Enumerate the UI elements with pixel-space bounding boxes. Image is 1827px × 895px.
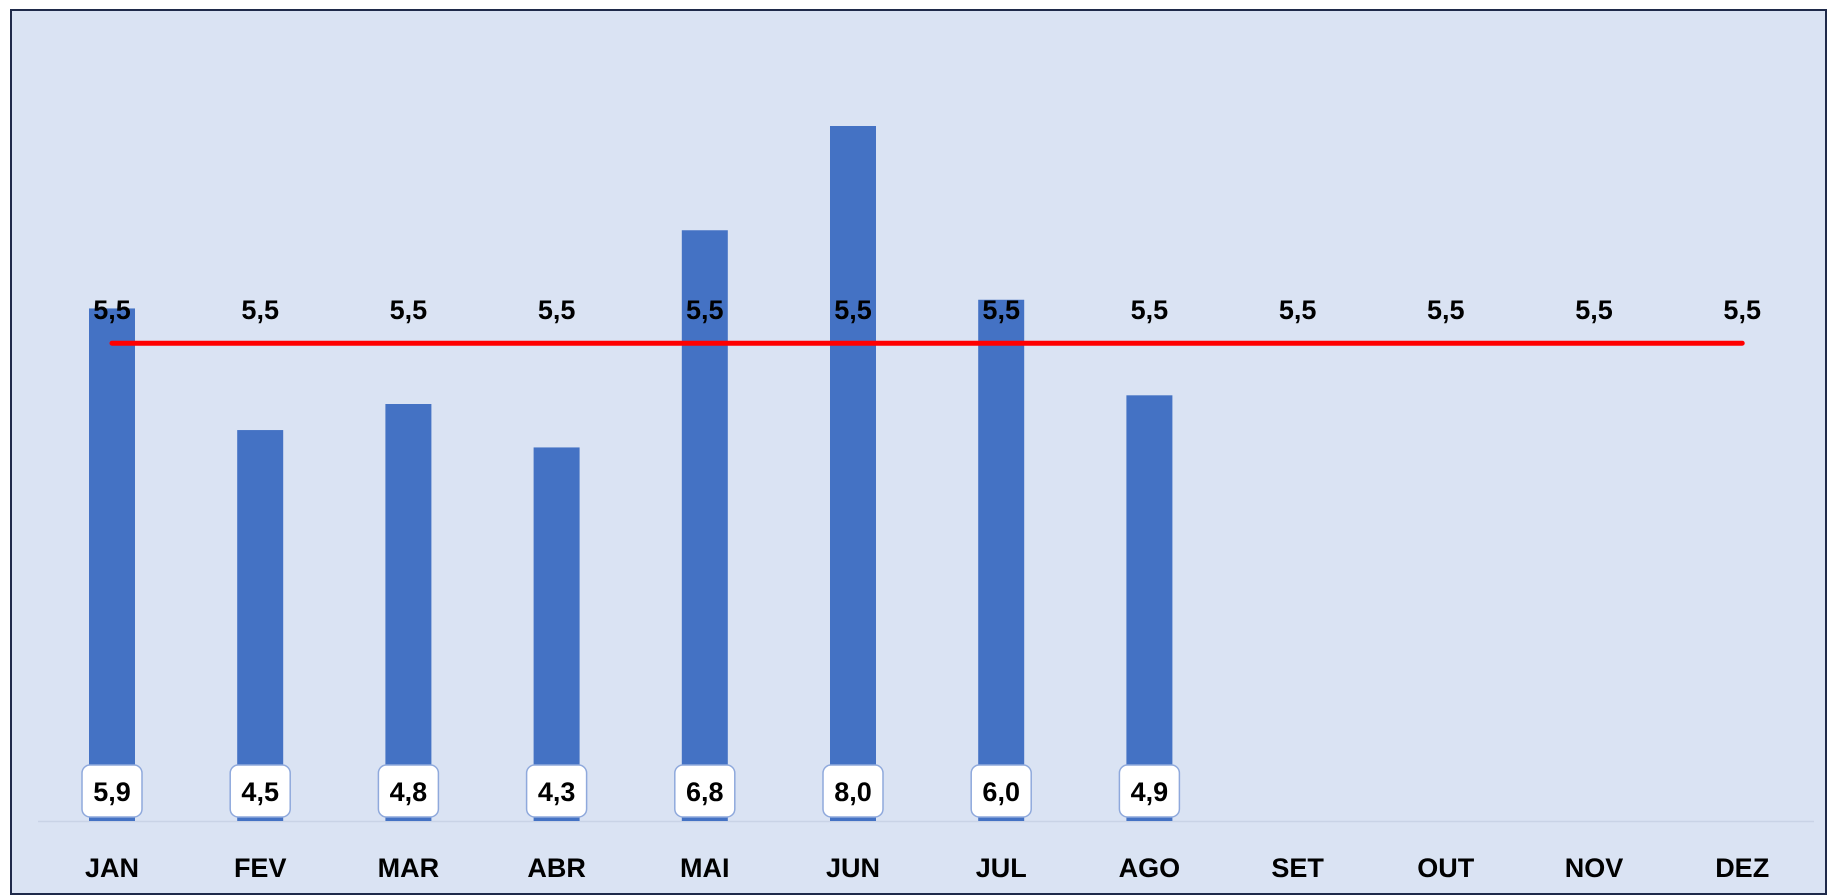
bar-label-jul: 6,0: [982, 777, 1020, 807]
x-tick-label-jan: JAN: [85, 853, 139, 883]
line-label-dez: 5,5: [1723, 295, 1761, 325]
bars-layer: [89, 126, 1173, 821]
bar-label-box-ago: [1118, 764, 1181, 818]
line-label-mar: 5,5: [390, 295, 428, 325]
chart-area: 5,5 5,5 5,5 5,5 5,5 5,5 5,5 5,5 5,5 5,5 5,5 5,5 5,9 4…: [10, 9, 1827, 895]
bar-label-box-mar: [377, 764, 440, 818]
line-label-out: 5,5: [1427, 295, 1465, 325]
bar-abr: [533, 447, 580, 821]
line-label-set: 5,5: [1279, 295, 1317, 325]
bar-jan: [89, 308, 135, 821]
line-label-fev: 5,5: [241, 295, 279, 325]
bar-fev: [237, 430, 284, 821]
bar-label-box-abr: [525, 764, 588, 818]
bar-label-fev: 4,5: [241, 777, 279, 807]
bar-label-mai: 6,8: [686, 777, 724, 807]
x-tick-label-ago: AGO: [1119, 853, 1181, 883]
bar-line-chart: 5,5 5,5 5,5 5,5 5,5 5,5 5,5 5,5 5,5 5,5 5,5 5,5 5,9 4…: [38, 126, 1814, 883]
bar-label-mar: 4,8: [390, 777, 428, 807]
line-label-jan: 5,5: [93, 295, 131, 325]
x-tick-label-mai: MAI: [680, 853, 730, 883]
bar-mai: [681, 230, 728, 821]
bar-label-box-mai: [674, 764, 736, 818]
bar-label-jan: 5,9: [93, 777, 131, 807]
bar-label-box-jan: [81, 764, 143, 818]
bar-label-box-jul: [970, 764, 1032, 818]
line-label-mai: 5,5: [686, 295, 724, 325]
bar-mar: [385, 404, 432, 821]
x-tick-label-fev: FEV: [234, 853, 287, 883]
bar-jun: [830, 126, 876, 821]
labels-layer: 5,5 5,5 5,5 5,5 5,5 5,5 5,5 5,5 5,5 5,5 5,5 5,5 5,9 4…: [81, 295, 1769, 883]
x-tick-label-jul: JUL: [976, 853, 1027, 883]
line-label-ago: 5,5: [1131, 295, 1169, 325]
line-label-jul: 5,5: [982, 295, 1020, 325]
x-tick-label-dez: DEZ: [1715, 853, 1769, 883]
x-tick-label-jun: JUN: [826, 853, 880, 883]
x-tick-label-abr: ABR: [527, 853, 586, 883]
bar-label-ago: 4,9: [1131, 777, 1169, 807]
bar-label-box-jun: [822, 764, 884, 818]
line-label-abr: 5,5: [538, 295, 576, 325]
bar-label-jun: 8,0: [834, 777, 872, 807]
x-tick-label-set: SET: [1271, 853, 1324, 883]
line-label-jun: 5,5: [834, 295, 872, 325]
bar-jul: [978, 299, 1025, 821]
x-tick-label-nov: NOV: [1565, 853, 1624, 883]
line-label-nov: 5,5: [1575, 295, 1613, 325]
bar-label-box-fev: [229, 764, 291, 818]
bar-ago: [1126, 395, 1173, 821]
x-tick-label-out: OUT: [1417, 853, 1475, 883]
x-tick-label-mar: MAR: [378, 853, 440, 883]
bar-label-abr: 4,3: [538, 777, 576, 807]
